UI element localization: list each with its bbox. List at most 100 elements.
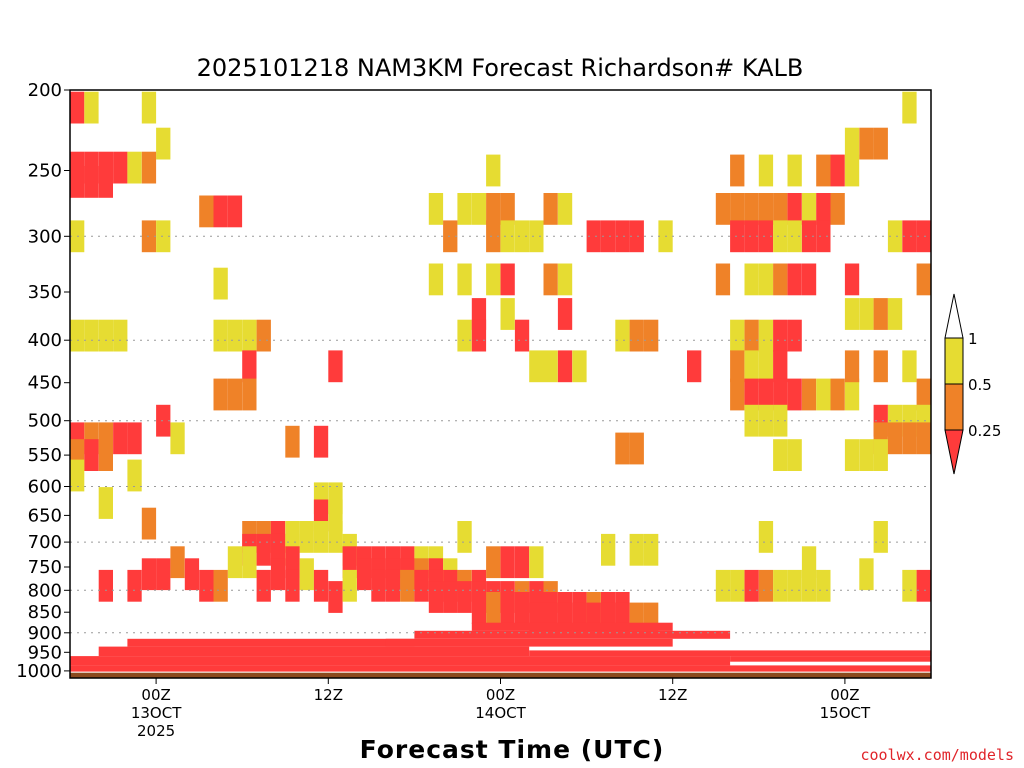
heatmap-cell (98, 487, 113, 519)
y-tick-label: 200 (28, 80, 62, 101)
heatmap-cell (916, 569, 931, 602)
heatmap-cell (801, 220, 817, 253)
heatmap-cell (844, 154, 860, 187)
y-tick-label: 300 (28, 226, 62, 247)
heatmap-cell (213, 319, 228, 352)
heatmap-cell (500, 298, 515, 330)
heatmap-cell (816, 569, 831, 602)
y-tick-label: 550 (28, 445, 62, 466)
heatmap-cell (787, 439, 802, 471)
heatmap-cell (213, 569, 228, 602)
heatmap-cell (500, 546, 515, 579)
heatmap-cell (730, 220, 745, 253)
heatmap-cell (730, 154, 745, 187)
heatmap-cell (787, 220, 802, 253)
heatmap-cell (199, 195, 214, 228)
heatmap-cell (916, 220, 931, 253)
heatmap-cell (70, 319, 85, 352)
heatmap-cell (156, 404, 171, 437)
heatmap-cell (801, 193, 817, 225)
heatmap-bands (70, 622, 931, 678)
heatmap-cell (557, 193, 573, 225)
heatmap-cell (127, 422, 142, 455)
heatmap-cell (514, 220, 530, 253)
legend-label-0-5: 0.5 (968, 376, 992, 394)
chart-title: 2025101218 NAM3KM Forecast Richardson# K… (197, 54, 804, 82)
heatmap-cell (859, 298, 874, 330)
heatmap-cell (844, 298, 860, 330)
heatmap-cell (873, 521, 888, 553)
heatmap-cell (414, 569, 429, 602)
heatmap-cell (184, 558, 200, 591)
heatmap-cell (256, 533, 271, 566)
heatmap-cell (457, 521, 472, 553)
heatmap-cell (902, 569, 917, 602)
heatmap-cell (84, 319, 99, 352)
heatmap-cell (844, 350, 860, 383)
heatmap-cell (744, 193, 759, 225)
heatmap-cell (557, 263, 573, 296)
heatmap-cell (787, 378, 802, 411)
heatmap-cell (543, 193, 558, 225)
heatmap-cell (830, 154, 845, 187)
heatmap-cell (844, 439, 860, 471)
heatmap-cell (514, 546, 530, 579)
heatmap-cell (873, 350, 888, 383)
heatmap-cell (859, 127, 874, 160)
heatmap-cell (744, 263, 759, 296)
heatmap-cell (787, 154, 802, 187)
heatmap-cell (773, 319, 788, 352)
heatmap-cell (758, 350, 774, 383)
heatmap-cell (127, 459, 142, 492)
heatmap-band (98, 646, 530, 657)
heatmap-cell (916, 263, 931, 296)
heatmap-cell (70, 91, 85, 124)
heatmap-cell (758, 404, 774, 437)
heatmap-cell (428, 193, 444, 225)
heatmap-cell (744, 404, 759, 437)
heatmap-cell (773, 350, 788, 383)
x-tick-label: 00Z (486, 686, 515, 704)
heatmap-cell (744, 378, 759, 411)
heatmap-band (385, 638, 673, 647)
heatmap-cell (887, 422, 903, 455)
heatmap-cell (529, 220, 544, 253)
heatmap-cell (70, 459, 85, 492)
y-tick-label: 400 (28, 330, 62, 351)
x-tick-label: 2025 (137, 722, 175, 740)
heatmap-cell (773, 569, 788, 602)
x-tick-label: 14OCT (475, 704, 526, 722)
heatmap-cell (758, 319, 774, 352)
heatmap-cell (629, 533, 644, 566)
heatmap-cell (744, 220, 759, 253)
heatmap-cell (543, 263, 558, 296)
y-tick-label: 750 (28, 557, 62, 578)
heatmap-band (127, 638, 415, 647)
heatmap-cell (744, 569, 759, 602)
heatmap-cell (557, 350, 573, 383)
heatmap-cell (859, 439, 874, 471)
heatmap-cell (342, 569, 357, 602)
heatmap-cell (916, 422, 931, 455)
heatmap-cell (543, 350, 558, 383)
heatmap-cell (270, 558, 286, 591)
heatmap-cell (457, 581, 472, 613)
heatmap-cell (801, 569, 817, 602)
heatmap-cell (371, 569, 386, 602)
y-tick-label: 1000 (16, 661, 62, 682)
x-tick-label: 13OCT (131, 704, 182, 722)
heatmap-cell (256, 569, 271, 602)
heatmap-cell (428, 581, 444, 613)
legend-bottom-arrow (944, 429, 964, 475)
heatmap-cell (773, 404, 788, 437)
heatmap-cell (500, 193, 515, 225)
heatmap-cell (141, 91, 157, 124)
y-tick-label: 850 (28, 602, 62, 623)
heatmap-cell (629, 432, 644, 465)
heatmap-cell (328, 581, 343, 613)
heatmap-cell (601, 533, 616, 566)
heatmap-cell (844, 127, 860, 160)
heatmap-cell (730, 569, 745, 602)
heatmap-cell (773, 439, 788, 471)
heatmap-cell (227, 546, 243, 579)
